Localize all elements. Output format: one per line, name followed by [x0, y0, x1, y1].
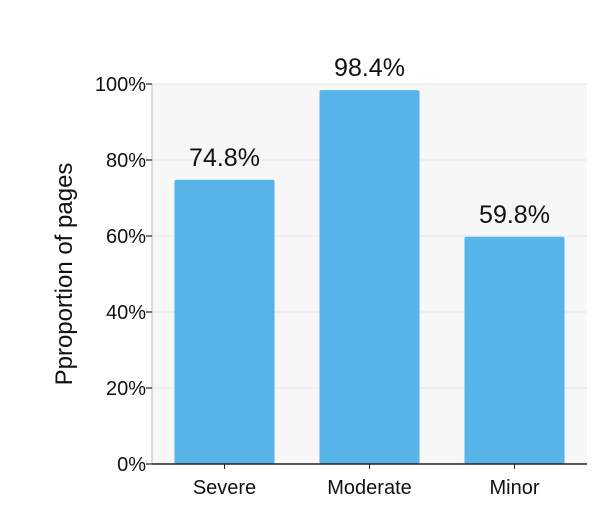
y-tick-label: 80% — [106, 150, 146, 172]
y-tick-label: 20% — [106, 378, 146, 400]
y-tick-label: 100% — [95, 74, 146, 96]
data-label: 59.8% — [479, 201, 550, 229]
bar-severe — [174, 179, 275, 464]
y-axis-ticks: 0% 20% 40% 60% 80% 100% — [95, 74, 152, 476]
data-labels: 74.8% 98.4% 59.8% — [189, 54, 550, 229]
bar-moderate — [319, 90, 420, 464]
x-tick-label: Minor — [489, 477, 539, 499]
x-tick-label: Severe — [193, 477, 256, 499]
x-axis-labels: Severe Moderate Minor — [193, 464, 540, 499]
y-tick-label: 60% — [106, 226, 146, 248]
data-label: 74.8% — [189, 144, 260, 172]
y-axis-title: Pproportion of pages — [51, 163, 78, 386]
y-tick-label: 0% — [117, 454, 146, 476]
bars — [174, 90, 565, 464]
x-tick-label: Moderate — [327, 477, 412, 499]
data-label: 98.4% — [334, 54, 405, 82]
bar-minor — [464, 236, 565, 464]
y-tick-label: 40% — [106, 302, 146, 324]
